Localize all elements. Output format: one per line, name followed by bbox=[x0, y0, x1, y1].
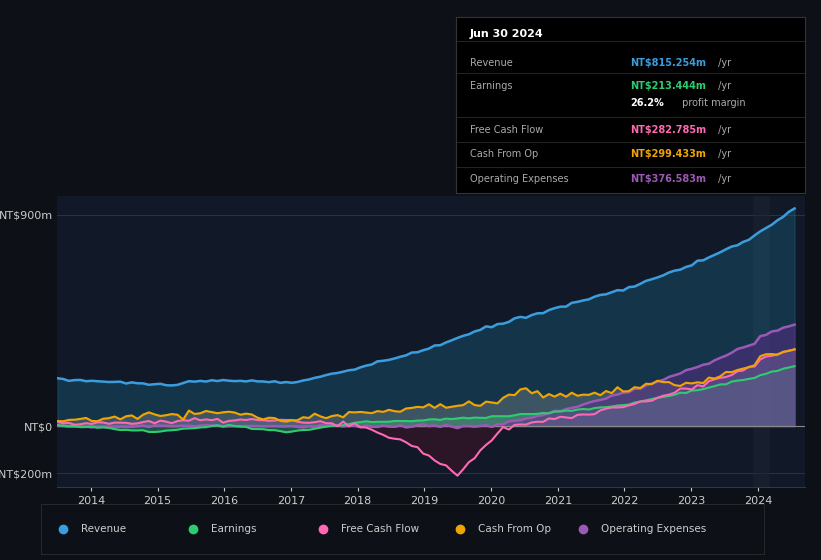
Text: NT$282.785m: NT$282.785m bbox=[631, 125, 706, 135]
Text: profit margin: profit margin bbox=[679, 98, 745, 108]
Text: Revenue: Revenue bbox=[80, 524, 126, 534]
Text: /yr: /yr bbox=[714, 81, 731, 91]
Text: 26.2%: 26.2% bbox=[631, 98, 664, 108]
Text: Free Cash Flow: Free Cash Flow bbox=[341, 524, 419, 534]
Text: Cash From Op: Cash From Op bbox=[478, 524, 551, 534]
Text: /yr: /yr bbox=[714, 150, 731, 160]
Text: Free Cash Flow: Free Cash Flow bbox=[470, 125, 543, 135]
Text: Jun 30 2024: Jun 30 2024 bbox=[470, 29, 544, 39]
Text: /yr: /yr bbox=[714, 174, 731, 184]
Text: Earnings: Earnings bbox=[211, 524, 256, 534]
Text: NT$815.254m: NT$815.254m bbox=[631, 58, 706, 68]
Text: Cash From Op: Cash From Op bbox=[470, 150, 538, 160]
Text: NT$299.433m: NT$299.433m bbox=[631, 150, 706, 160]
Text: Operating Expenses: Operating Expenses bbox=[470, 174, 568, 184]
Text: /yr: /yr bbox=[714, 58, 731, 68]
Text: Operating Expenses: Operating Expenses bbox=[601, 524, 706, 534]
Text: NT$213.444m: NT$213.444m bbox=[631, 81, 706, 91]
Text: Earnings: Earnings bbox=[470, 81, 512, 91]
Text: NT$376.583m: NT$376.583m bbox=[631, 174, 706, 184]
Text: /yr: /yr bbox=[714, 125, 731, 135]
Text: Revenue: Revenue bbox=[470, 58, 512, 68]
